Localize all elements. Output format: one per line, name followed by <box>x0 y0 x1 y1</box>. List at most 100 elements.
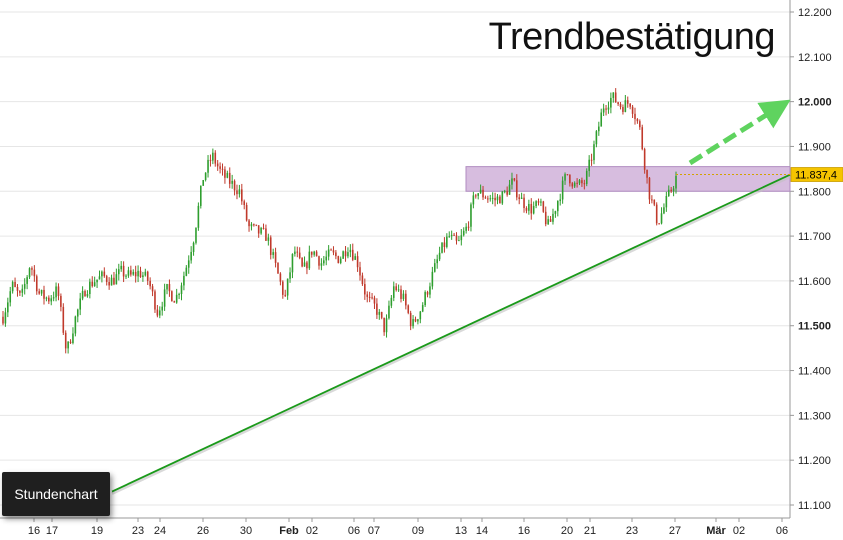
candle-body <box>183 275 185 286</box>
candle-body <box>195 227 197 243</box>
candle-body <box>48 297 50 302</box>
candle-body <box>610 97 612 108</box>
y-tick-label: 11.200 <box>798 455 831 467</box>
candle-body <box>405 293 407 306</box>
candle-body <box>653 199 656 205</box>
candle-body <box>636 119 639 122</box>
candle-body <box>407 305 410 313</box>
candle-body <box>272 252 274 255</box>
candle-body <box>154 291 156 310</box>
candle-body <box>600 112 603 127</box>
candle-body <box>419 311 422 320</box>
y-tick-label: 12.200 <box>798 7 832 19</box>
x-tick-label: 23 <box>626 525 638 537</box>
candle-body <box>277 262 279 274</box>
candle-body <box>64 332 67 349</box>
candle-body <box>166 284 168 290</box>
candle-body <box>298 252 301 259</box>
candle-body <box>105 276 108 282</box>
candle-body <box>137 270 139 277</box>
candle-body <box>540 201 542 203</box>
candle-body <box>110 277 113 286</box>
candle-body <box>45 297 48 299</box>
candle-body <box>9 291 12 303</box>
candle-body <box>117 269 120 275</box>
candle-body <box>467 226 470 228</box>
candle-body <box>175 294 178 303</box>
candle-body <box>588 159 590 171</box>
candle-body <box>219 166 221 169</box>
candle-body <box>465 226 467 231</box>
candle-body <box>282 281 284 295</box>
candle-body <box>513 178 516 181</box>
x-tick-label: 17 <box>46 525 58 537</box>
candle-body <box>113 277 115 285</box>
candle-body <box>67 341 69 349</box>
candle-body <box>443 242 446 247</box>
candle-body <box>371 297 373 299</box>
candle-body <box>583 183 586 185</box>
candle-body <box>89 281 91 295</box>
x-tick-label: Feb <box>279 525 299 537</box>
candle-body <box>542 201 545 212</box>
candle-body <box>173 301 176 303</box>
candle-body <box>470 204 472 227</box>
candle-body <box>7 302 9 313</box>
candle-body <box>330 249 332 251</box>
x-tick-label: 13 <box>455 525 467 537</box>
candle-body <box>421 305 424 312</box>
x-tick-label: 16 <box>28 525 40 537</box>
candle-body <box>385 318 388 333</box>
candle-body <box>146 271 149 281</box>
candle-body <box>569 174 571 184</box>
candle-body <box>250 224 253 227</box>
candle-body <box>426 292 429 295</box>
candle-body <box>4 312 7 324</box>
candle-body <box>373 297 376 304</box>
candle-body <box>612 92 615 98</box>
candle-body <box>641 127 644 150</box>
candle-body <box>26 277 28 284</box>
timeframe-badge: Stundenchart <box>2 472 110 516</box>
candle-body <box>557 201 559 212</box>
candle-body <box>33 269 36 277</box>
y-tick-label: 11.900 <box>798 141 831 153</box>
candle-body <box>364 284 366 295</box>
candle-body <box>448 236 451 238</box>
candle-body <box>508 184 511 195</box>
candle-body <box>108 281 110 286</box>
y-tick-label: 11.700 <box>798 231 831 243</box>
candle-body <box>566 174 569 176</box>
candle-body <box>43 289 45 299</box>
x-tick-label: 02 <box>733 525 745 537</box>
x-tick-label: 23 <box>132 525 144 537</box>
candle-body <box>409 312 412 327</box>
candle-body <box>327 249 330 257</box>
candle-body <box>559 199 562 202</box>
candle-body <box>279 273 282 282</box>
candle-body <box>400 289 402 299</box>
candle-body <box>248 220 250 227</box>
candle-body <box>178 294 180 296</box>
y-tick-label: 11.600 <box>798 276 831 288</box>
candle-body <box>57 286 60 296</box>
candle-body <box>216 163 219 167</box>
candle-body <box>120 265 122 270</box>
candle-body <box>98 276 101 280</box>
candle-body <box>581 180 583 184</box>
candle-body <box>643 149 646 170</box>
x-tick-label: 06 <box>348 525 360 537</box>
candle-body <box>62 306 65 333</box>
candle-body <box>294 251 296 254</box>
candle-body <box>35 276 38 292</box>
candle-body <box>52 297 55 299</box>
candle-body <box>530 203 533 214</box>
candle-body <box>50 298 53 302</box>
candle-body <box>93 282 96 287</box>
candle-body <box>161 306 164 311</box>
candle-body <box>380 311 383 318</box>
candle-body <box>503 191 506 193</box>
candle-body <box>236 190 238 195</box>
candle-body <box>366 294 369 297</box>
candle-body <box>233 180 236 191</box>
